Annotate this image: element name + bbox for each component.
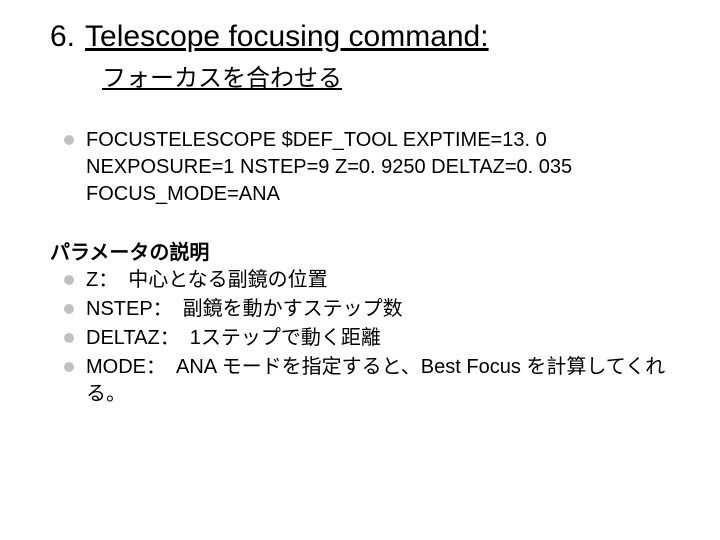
list-item: NSTEP： 副鏡を動かすステップ数 [64, 296, 680, 323]
param-text: DELTAZ： 1ステップで動く距離 [86, 327, 381, 349]
heading-number: 6. [50, 20, 85, 54]
heading-title: Telescope focusing command: [85, 20, 489, 54]
param-heading: パラメータの説明 [50, 236, 680, 265]
param-list: Z： 中心となる副鏡の位置 NSTEP： 副鏡を動かすステップ数 DELTAZ：… [50, 267, 680, 408]
param-text: NSTEP： 副鏡を動かすステップ数 [86, 298, 403, 320]
heading-row: 6. Telescope focusing command: [50, 20, 680, 54]
list-item: Z： 中心となる副鏡の位置 [64, 267, 680, 294]
command-list: FOCUSTELESCOPE $DEF_TOOL EXPTIME=13. 0 N… [50, 127, 680, 208]
list-item: DELTAZ： 1ステップで動く距離 [64, 325, 680, 352]
param-text: MODE： ANA モードを指定すると、Best Focus を計算してくれる。 [86, 356, 665, 405]
param-text: Z： 中心となる副鏡の位置 [86, 269, 328, 291]
command-text: FOCUSTELESCOPE $DEF_TOOL EXPTIME=13. 0 N… [86, 129, 572, 205]
slide: 6. Telescope focusing command: フォーカスを合わせ… [0, 0, 720, 540]
heading-subtitle: フォーカスを合わせる [102, 58, 680, 93]
command-item: FOCUSTELESCOPE $DEF_TOOL EXPTIME=13. 0 N… [64, 127, 680, 208]
list-item: MODE： ANA モードを指定すると、Best Focus を計算してくれる。 [64, 354, 680, 408]
